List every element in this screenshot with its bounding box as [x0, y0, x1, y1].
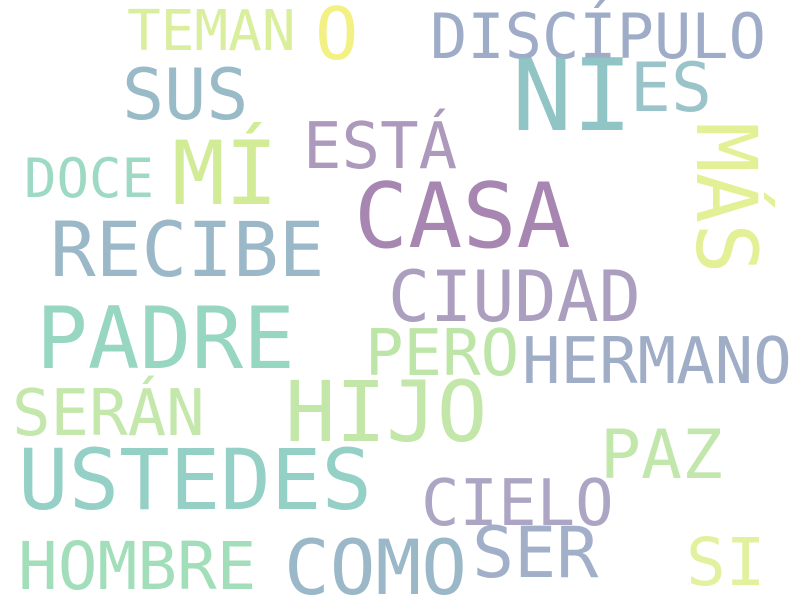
word-mi: MÍ	[172, 122, 278, 225]
word-padre: PADRE	[36, 289, 295, 389]
word-paz: PAZ	[600, 416, 723, 495]
word-seran: SERÁN	[12, 377, 205, 451]
word-ser: SER	[472, 512, 599, 594]
word-ustedes: USTEDES	[18, 431, 373, 529]
word-ciudad: CIUDAD	[388, 256, 641, 338]
word-hijo: HIJO	[285, 363, 488, 461]
word-es: ES	[630, 49, 712, 128]
word-hombre: HOMBRE	[18, 528, 257, 600]
word-cielo: CIELO	[421, 467, 614, 541]
word-sus: SUS	[122, 54, 249, 136]
word-ni: NI	[512, 37, 633, 154]
word-mas: MÁS	[677, 122, 775, 274]
word-hermano: HERMANO	[522, 325, 792, 399]
word-teman: TEMAN	[127, 0, 296, 64]
word-casa: CASA	[354, 164, 571, 269]
word-doce: DOCE	[24, 147, 155, 210]
word-pero: PERO	[365, 317, 520, 391]
word-si: SI	[686, 524, 766, 600]
word-como: COMO	[284, 523, 468, 600]
word-discipulo: DISCÍPULO	[430, 0, 766, 73]
word-esta: ESTÁ	[303, 110, 458, 184]
word-o: O	[315, 0, 359, 76]
word-recibe: RECIBE	[50, 205, 325, 294]
